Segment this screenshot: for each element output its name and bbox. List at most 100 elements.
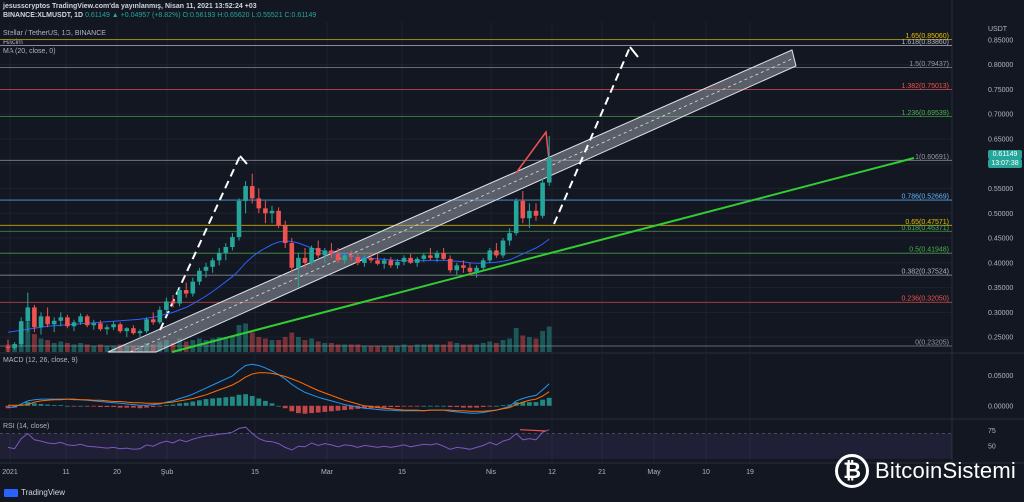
x-tick-label: Şub	[161, 469, 174, 476]
macd-histogram-bar	[388, 405, 394, 408]
candle-body	[38, 316, 44, 328]
macd-histogram-bar	[98, 405, 103, 408]
volume-bar	[71, 344, 77, 352]
volume-bar	[447, 341, 453, 352]
candle-body	[65, 317, 70, 327]
volume-bar	[144, 343, 149, 352]
candle-body	[375, 260, 380, 264]
macd-histogram-bar	[282, 405, 288, 409]
rsi-red-drawing	[519, 429, 547, 432]
candle-body	[190, 281, 196, 294]
volume-bar	[236, 325, 242, 352]
candle-body	[157, 309, 163, 323]
macd-histogram-bar	[500, 405, 506, 406]
rsi-line	[7, 426, 550, 451]
volume-bar	[91, 346, 97, 352]
candle-body	[269, 210, 275, 214]
y-tick-label: 0.65000	[988, 136, 1013, 143]
volume-bar	[342, 344, 347, 352]
volume-bar	[256, 337, 262, 352]
macd-histogram-bar	[527, 402, 532, 406]
macd-histogram-bar	[362, 405, 367, 409]
x-tick-label: 12	[548, 469, 556, 476]
candle-body	[355, 256, 361, 263]
candle-body	[243, 186, 248, 201]
candle-body	[533, 210, 539, 216]
volume-bar	[51, 343, 57, 352]
y-tick-label: 0.55000	[988, 186, 1013, 193]
volume-bar	[355, 344, 361, 352]
candle-body	[494, 250, 499, 256]
volume-bar	[183, 341, 189, 352]
macd-histogram-bar	[421, 405, 427, 407]
candle-body	[144, 319, 149, 332]
rsi-title: RSI (14, close)	[3, 423, 50, 430]
macd-histogram-bar	[58, 405, 64, 406]
volume-bar	[520, 335, 526, 352]
y-tick-label: 0.75000	[988, 87, 1013, 94]
macd-histogram-bar	[84, 405, 90, 407]
volume-bar	[507, 338, 512, 352]
candle-body	[210, 260, 215, 267]
volume-bar	[216, 337, 222, 352]
macd-histogram-bar	[124, 405, 130, 408]
candle-body	[230, 237, 235, 247]
candle-body	[454, 265, 460, 271]
macd-histogram-bar	[533, 402, 539, 406]
candle-body	[71, 322, 77, 327]
volume-bar	[335, 344, 341, 352]
macd-histogram-bar	[487, 405, 493, 407]
candle-body	[216, 252, 222, 261]
volume-bar	[500, 340, 506, 352]
volume-bar	[150, 344, 156, 352]
candle-body	[368, 257, 374, 261]
candle-body	[546, 158, 552, 183]
macd-histogram-bar	[243, 394, 248, 406]
volume-bar	[170, 343, 176, 352]
volume-bar	[362, 346, 367, 352]
macd-histogram-bar	[236, 394, 242, 406]
currency-label: USDT	[988, 26, 1008, 33]
macd-histogram-bar	[401, 405, 407, 407]
macd-histogram-bar	[5, 405, 11, 409]
candle-body	[84, 316, 90, 326]
candle-body	[45, 316, 50, 325]
volume-bar	[249, 332, 255, 352]
candle-body	[414, 258, 420, 263]
macd-histogram-bar	[276, 405, 281, 407]
fib-level-label: 1.382(0.75013)	[902, 83, 949, 90]
macd-histogram-bar	[210, 398, 215, 406]
macd-histogram-bar	[230, 396, 235, 406]
ma-label: MA (20, close, 0)	[3, 48, 56, 55]
macd-histogram-bar	[111, 405, 116, 408]
candle-body	[111, 324, 116, 328]
macd-histogram-bar	[157, 405, 163, 407]
macd-histogram-bar	[322, 405, 328, 412]
candle-body	[520, 200, 526, 219]
candle-body	[296, 257, 301, 268]
channel-midline	[129, 57, 795, 353]
macd-title: MACD (12, 26, close, 9)	[3, 357, 78, 364]
macd-histogram-bar	[71, 405, 77, 407]
volume-bar	[38, 338, 44, 352]
tradingview-logo[interactable]: TradingView	[4, 488, 65, 497]
candle-body	[150, 319, 156, 323]
volume-label: Hacim	[3, 39, 23, 46]
volume-bar	[480, 343, 486, 352]
macd-histogram-bar	[368, 405, 374, 409]
macd-histogram-bar	[65, 405, 70, 407]
macd-histogram-bar	[408, 405, 413, 407]
green-trendline	[171, 157, 915, 353]
countdown-tag: 13:07:38	[988, 159, 1022, 168]
candle-body	[428, 255, 433, 258]
candle-body	[487, 250, 493, 261]
x-tick-label: Nis	[486, 469, 497, 476]
volume-bar	[329, 343, 334, 352]
macd-histogram-bar	[513, 402, 519, 406]
x-tick-label: 2021	[2, 469, 18, 476]
macd-histogram-bar	[375, 405, 380, 408]
fib-level-label: 0(0.23205)	[915, 340, 949, 347]
volume-bar	[309, 338, 314, 352]
macd-histogram-bar	[91, 405, 97, 407]
